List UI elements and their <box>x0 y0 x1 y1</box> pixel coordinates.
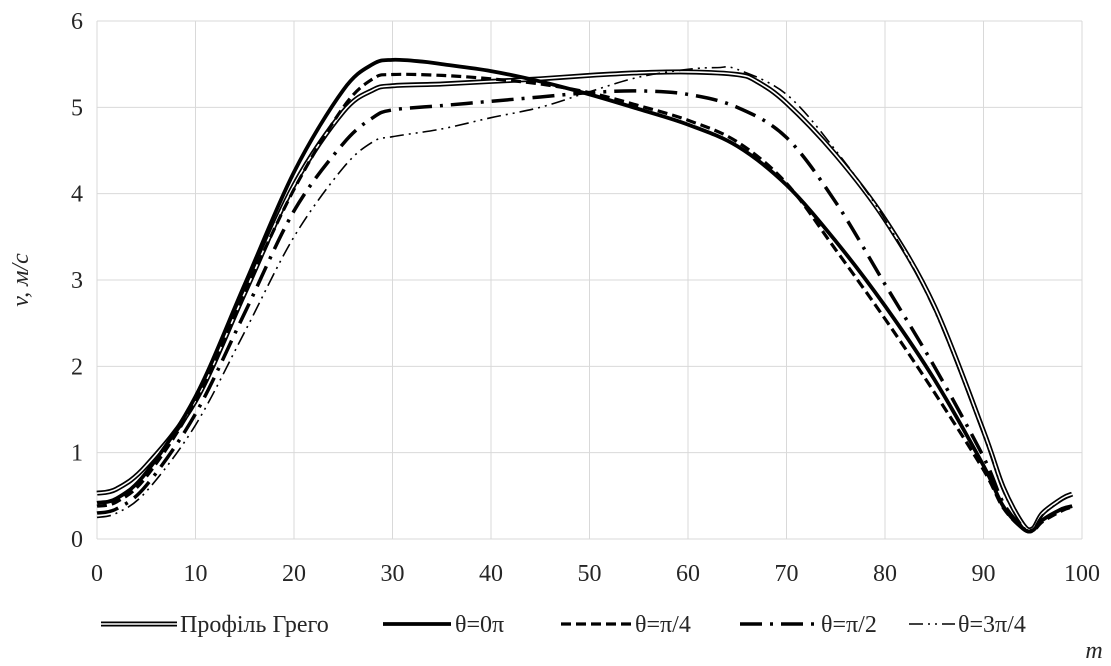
x-tick-label: 100 <box>1064 561 1100 587</box>
x-tick-label: 40 <box>479 561 503 587</box>
series-3-group <box>96 72 1073 534</box>
grid <box>96 20 1083 540</box>
series-5-line <box>96 66 1073 532</box>
x-tick-label: 60 <box>676 561 700 587</box>
series-1-line <box>96 69 1074 533</box>
legend-label: Профіль Грего <box>180 612 329 638</box>
y-axis-title: v, м/с <box>8 253 34 307</box>
y-tick-label: 0 <box>71 527 83 553</box>
legend-label: θ=0π <box>455 612 504 638</box>
legend-label: θ=3π/4 <box>958 612 1026 638</box>
x-tick-label: 20 <box>282 561 306 587</box>
legend-item: θ=0π <box>383 612 504 638</box>
x-tick-label: 70 <box>775 561 799 587</box>
y-tick-label: 6 <box>71 9 83 35</box>
legend-label: θ=π/4 <box>635 612 691 638</box>
x-tick-label: 0 <box>91 561 103 587</box>
x-tick-label: 50 <box>578 561 602 587</box>
x-axis-title: m <box>1085 638 1102 664</box>
y-tick-label: 5 <box>71 95 83 121</box>
series-1-group <box>96 69 1074 533</box>
x-tick-label: 10 <box>184 561 208 587</box>
legend-item: Профіль Грего <box>101 612 329 638</box>
series-4-group <box>96 89 1073 534</box>
series-5-group <box>96 66 1073 532</box>
legend-item: θ=π/4 <box>561 612 691 638</box>
series-3-line <box>96 72 1073 534</box>
series-4-line <box>96 89 1073 534</box>
x-tick-label: 80 <box>873 561 897 587</box>
legend: Профіль Грего θ=0π θ=π/4 θ=π/2 θ=3π/4 <box>101 612 1026 638</box>
legend-item: θ=3π/4 <box>909 612 1026 638</box>
y-tick-label: 3 <box>71 268 83 294</box>
y-tick-label: 4 <box>71 182 83 208</box>
x-tick-label: 30 <box>381 561 405 587</box>
legend-label: θ=π/2 <box>821 612 877 638</box>
y-tick-label: 1 <box>71 441 83 467</box>
y-tick-label: 2 <box>71 354 83 380</box>
x-tick-label: 90 <box>972 561 996 587</box>
legend-item: θ=π/2 <box>740 612 877 638</box>
series-group <box>96 57 1074 534</box>
